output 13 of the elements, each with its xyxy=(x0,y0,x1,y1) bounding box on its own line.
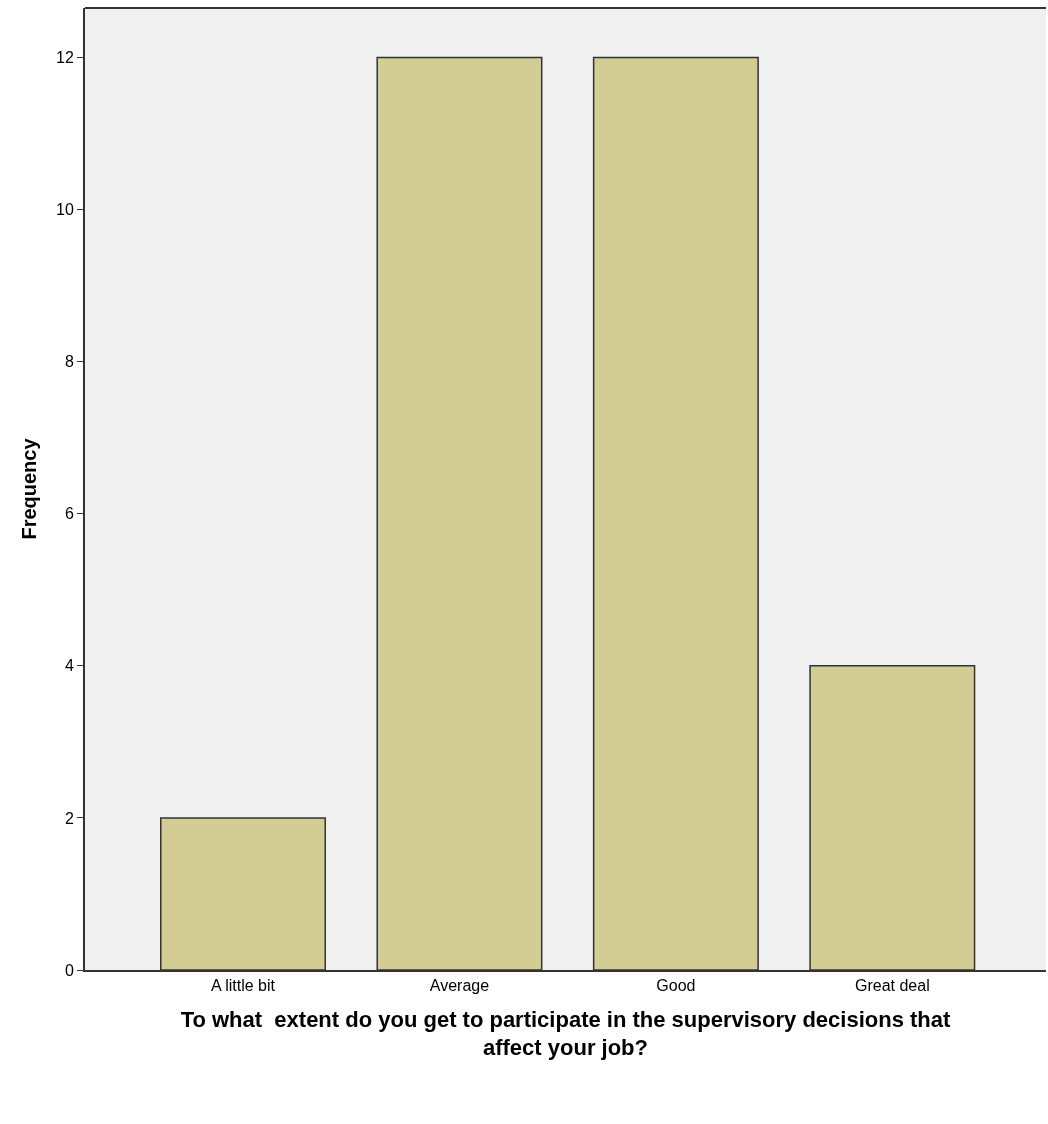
y-tick-label: 2 xyxy=(64,809,74,827)
x-tick-label: Average xyxy=(429,977,490,995)
y-tick-label: 0 xyxy=(64,961,74,979)
y-tick-label: 12 xyxy=(56,49,74,67)
x-tick-label: A little bit xyxy=(210,977,276,995)
y-tick-label: 10 xyxy=(56,201,74,219)
y-axis-title: Frequency xyxy=(18,437,40,540)
y-tick-label: 8 xyxy=(64,353,74,371)
x-tick-label: Great deal xyxy=(854,977,930,995)
x-tick-label: Good xyxy=(656,977,696,995)
y-tick-label: 6 xyxy=(64,505,74,523)
y-tick-label: 4 xyxy=(64,657,74,675)
x-axis-title: To what extent do you get to participate in the supervisory decisions that affect your job? xyxy=(180,1006,952,1061)
